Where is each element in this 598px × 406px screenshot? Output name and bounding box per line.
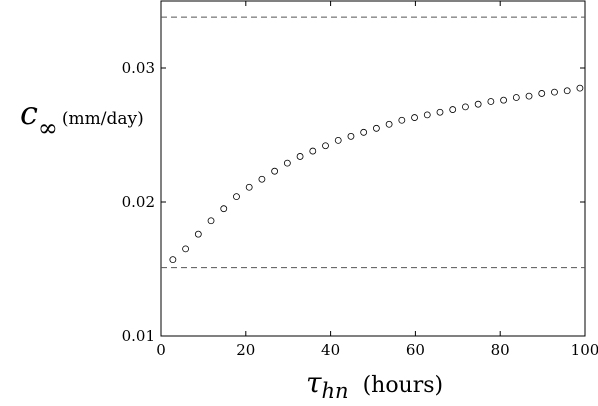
- data-point: [385, 120, 393, 128]
- x-axis-label: τhn (hours): [306, 366, 443, 403]
- data-point: [169, 256, 177, 264]
- y-axis-subscript: ∞: [38, 114, 58, 142]
- plot-frame: [160, 0, 586, 337]
- data-point: [334, 136, 342, 144]
- data-point: [271, 167, 279, 175]
- data-point: [423, 111, 431, 119]
- x-axis-symbol: τ: [306, 366, 322, 399]
- data-point: [563, 87, 571, 95]
- data-point: [360, 128, 368, 136]
- data-point: [220, 205, 228, 213]
- reference-lines: [161, 16, 585, 269]
- data-point: [512, 94, 520, 101]
- data-point: [347, 132, 355, 140]
- y-tick-label: 0.02: [122, 193, 155, 211]
- y-axis-label: c∞ (mm/day): [20, 94, 144, 142]
- x-tick-label: 60: [406, 341, 425, 359]
- data-point: [207, 217, 215, 225]
- axis-ticks: [160, 1, 586, 337]
- y-tick-label: 0.03: [122, 59, 155, 77]
- data-point: [449, 106, 457, 113]
- data-point: [233, 193, 240, 201]
- data-point: [436, 108, 444, 116]
- tick-labels: 0 20 40 60 80 100 0.01 0.02 0.03: [122, 59, 598, 359]
- data-point: [309, 147, 317, 155]
- data-point: [322, 142, 329, 150]
- data-point: [462, 103, 469, 111]
- data-point: [283, 159, 291, 167]
- data-point: [474, 100, 482, 108]
- x-tick-label: 80: [491, 341, 510, 359]
- data-point: [398, 116, 406, 124]
- data-point: [372, 124, 380, 132]
- data-point: [245, 183, 253, 191]
- data-point: [538, 90, 546, 97]
- y-tick-label: 0.01: [122, 327, 155, 345]
- x-axis-subscript: hn: [322, 379, 349, 403]
- data-point: [258, 175, 266, 183]
- data-point: [576, 84, 584, 92]
- data-point: [296, 153, 304, 160]
- y-axis-unit: (mm/day): [62, 109, 144, 129]
- data-point: [194, 230, 202, 238]
- data-point: [500, 96, 507, 104]
- x-axis-unit: (hours): [363, 373, 444, 398]
- x-tick-label: 40: [321, 341, 340, 359]
- x-tick-label: 100: [571, 341, 598, 359]
- data-point: [487, 98, 495, 105]
- data-point: [525, 92, 533, 100]
- data-point: [551, 88, 558, 96]
- data-points: [169, 84, 584, 264]
- x-tick-label: 20: [236, 341, 255, 359]
- y-axis-symbol: c: [20, 94, 38, 132]
- data-point: [182, 245, 189, 253]
- x-tick-label: 0: [156, 341, 166, 359]
- data-point: [411, 114, 418, 121]
